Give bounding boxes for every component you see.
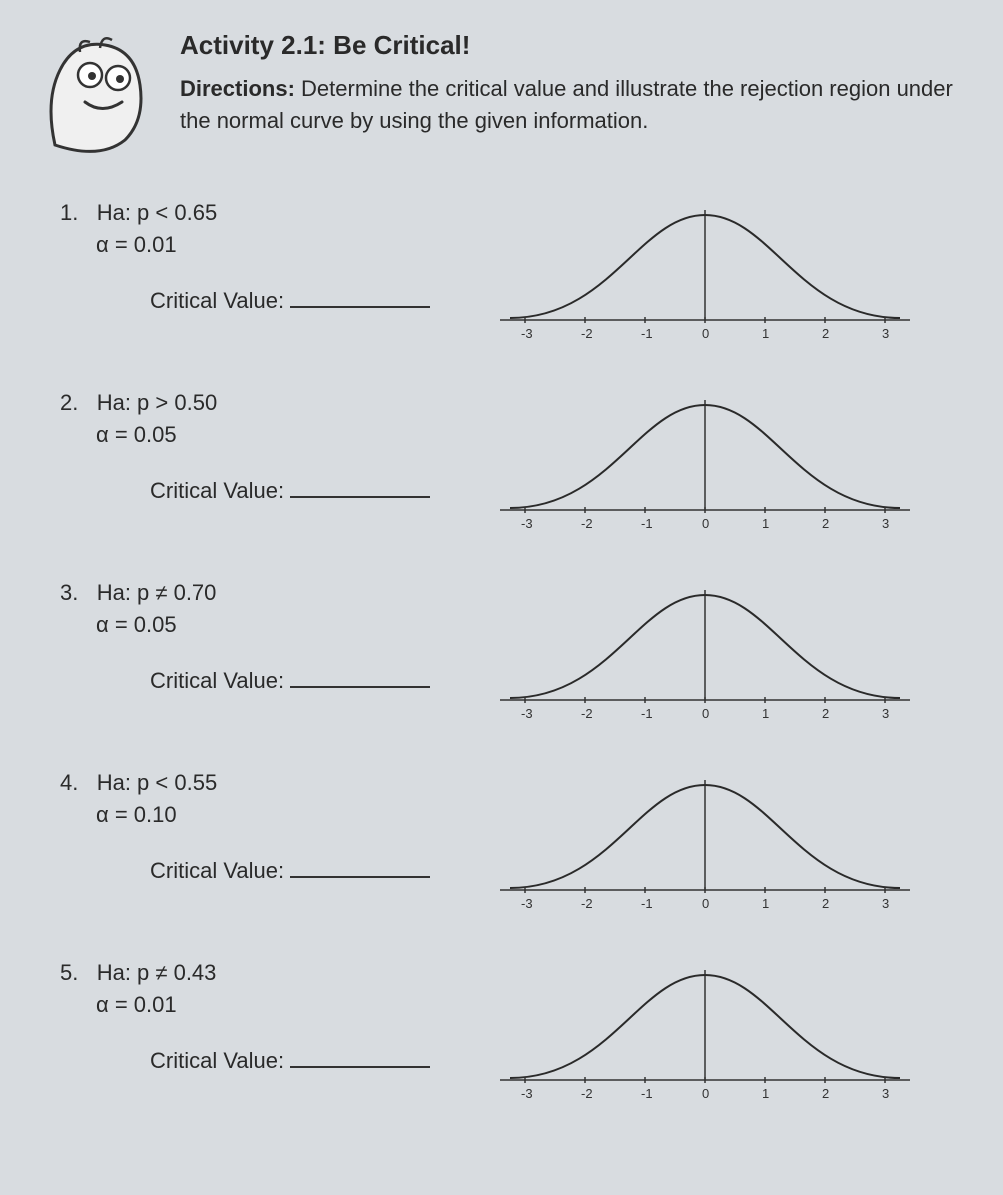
normal-curve: -3 -2 -1 0 1 2 3 [490, 960, 920, 1110]
problem-ha-line: 5. Ha: p ≠ 0.43 [30, 960, 450, 986]
tick-label: 0 [702, 516, 709, 531]
problem-row: 3. Ha: p ≠ 0.70 α = 0.05 Critical Value:… [30, 580, 983, 730]
problem-alpha: α = 0.01 [30, 992, 450, 1018]
cv-label: Critical Value: [150, 668, 284, 694]
tick-label: -1 [641, 896, 653, 911]
problem-ha-line: 4. Ha: p < 0.55 [30, 770, 450, 796]
critical-value-line: Critical Value: [30, 288, 450, 314]
cv-blank-input[interactable] [290, 858, 430, 878]
problem-text: 5. Ha: p ≠ 0.43 α = 0.01 Critical Value: [30, 960, 450, 1074]
tick-label: -3 [521, 516, 533, 531]
tick-label: 0 [702, 1086, 709, 1101]
tick-label: 1 [762, 896, 769, 911]
problem-ha-line: 2. Ha: p > 0.50 [30, 390, 450, 416]
directions-label: Directions: [180, 76, 295, 101]
normal-curve: -3 -2 -1 0 1 2 3 [490, 770, 920, 920]
tick-label: -2 [581, 706, 593, 721]
critical-value-line: Critical Value: [30, 668, 450, 694]
tick-label: 2 [822, 326, 829, 341]
problem-ha-line: 3. Ha: p ≠ 0.70 [30, 580, 450, 606]
cv-blank-input[interactable] [290, 478, 430, 498]
tick-label: 3 [882, 326, 889, 341]
tick-label: 1 [762, 706, 769, 721]
problem-alpha: α = 0.01 [30, 232, 450, 258]
cv-label: Critical Value: [150, 478, 284, 504]
tick-label: 0 [702, 896, 709, 911]
tick-label: 3 [882, 706, 889, 721]
problem-number: 2. [60, 390, 78, 415]
tick-label: -2 [581, 516, 593, 531]
tick-label: 0 [702, 706, 709, 721]
tick-label: -1 [641, 326, 653, 341]
tick-label: 2 [822, 516, 829, 531]
critical-value-line: Critical Value: [30, 478, 450, 504]
problem-alpha: α = 0.05 [30, 422, 450, 448]
cv-label: Critical Value: [150, 858, 284, 884]
normal-curve: -3 -2 -1 0 1 2 3 [490, 390, 920, 540]
tick-label: 2 [822, 1086, 829, 1101]
cv-label: Critical Value: [150, 1048, 284, 1074]
tick-label: -3 [521, 706, 533, 721]
tick-label: 1 [762, 326, 769, 341]
problem-text: 1. Ha: p < 0.65 α = 0.01 Critical Value: [30, 200, 450, 314]
tick-label: -1 [641, 706, 653, 721]
tick-label: -1 [641, 1086, 653, 1101]
critical-value-line: Critical Value: [30, 1048, 450, 1074]
problem-ha-line: 1. Ha: p < 0.65 [30, 200, 450, 226]
tick-label: 2 [822, 706, 829, 721]
tick-label: 1 [762, 516, 769, 531]
tick-label: -2 [581, 896, 593, 911]
tick-label: 0 [702, 326, 709, 341]
directions-body: Determine the critical value and illustr… [180, 76, 953, 133]
tick-label: 2 [822, 896, 829, 911]
tick-label: 3 [882, 896, 889, 911]
activity-title: Activity 2.1: Be Critical! [180, 30, 983, 61]
problems-list: 1. Ha: p < 0.65 α = 0.01 Critical Value:… [30, 200, 983, 1110]
normal-curve: -3 -2 -1 0 1 2 3 [490, 580, 920, 730]
tick-label: -3 [521, 896, 533, 911]
cv-blank-input[interactable] [290, 1048, 430, 1068]
problem-ha: Ha: p ≠ 0.43 [97, 960, 217, 985]
problem-text: 4. Ha: p < 0.55 α = 0.10 Critical Value: [30, 770, 450, 884]
tick-label: -3 [521, 1086, 533, 1101]
normal-curve: -3 -2 -1 0 1 2 3 [490, 200, 920, 350]
critical-value-line: Critical Value: [30, 858, 450, 884]
header-text-block: Activity 2.1: Be Critical! Directions: D… [180, 30, 983, 137]
tick-label: -3 [521, 326, 533, 341]
problem-number: 1. [60, 200, 78, 225]
problem-alpha: α = 0.10 [30, 802, 450, 828]
problem-row: 2. Ha: p > 0.50 α = 0.05 Critical Value:… [30, 390, 983, 540]
tick-label: 3 [882, 516, 889, 531]
problem-row: 1. Ha: p < 0.65 α = 0.01 Critical Value:… [30, 200, 983, 350]
problem-ha: Ha: p ≠ 0.70 [97, 580, 217, 605]
problem-ha: Ha: p < 0.65 [97, 200, 217, 225]
cv-blank-input[interactable] [290, 668, 430, 688]
directions-text: Directions: Determine the critical value… [180, 73, 983, 137]
problem-number: 3. [60, 580, 78, 605]
problem-row: 5. Ha: p ≠ 0.43 α = 0.01 Critical Value:… [30, 960, 983, 1110]
tick-label: -2 [581, 1086, 593, 1101]
problem-ha: Ha: p < 0.55 [97, 770, 217, 795]
problem-row: 4. Ha: p < 0.55 α = 0.10 Critical Value:… [30, 770, 983, 920]
cv-blank-input[interactable] [290, 288, 430, 308]
tick-label: 1 [762, 1086, 769, 1101]
activity-header: Activity 2.1: Be Critical! Directions: D… [30, 30, 983, 160]
tick-label: 3 [882, 1086, 889, 1101]
problem-ha: Ha: p > 0.50 [97, 390, 217, 415]
problem-text: 2. Ha: p > 0.50 α = 0.05 Critical Value: [30, 390, 450, 504]
problem-number: 5. [60, 960, 78, 985]
tick-label: -2 [581, 326, 593, 341]
mascot-icon [30, 30, 160, 160]
problem-text: 3. Ha: p ≠ 0.70 α = 0.05 Critical Value: [30, 580, 450, 694]
cv-label: Critical Value: [150, 288, 284, 314]
tick-label: -1 [641, 516, 653, 531]
problem-number: 4. [60, 770, 78, 795]
problem-alpha: α = 0.05 [30, 612, 450, 638]
